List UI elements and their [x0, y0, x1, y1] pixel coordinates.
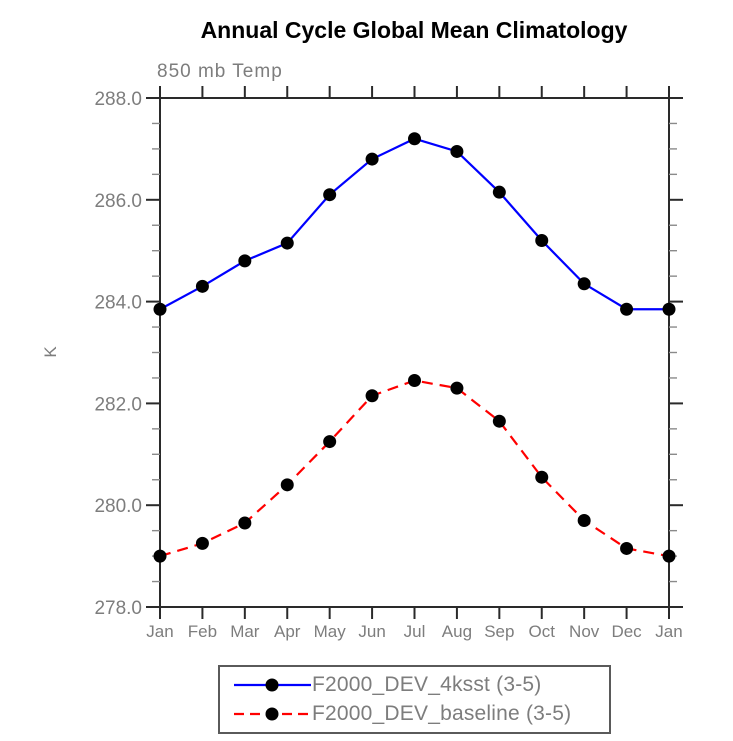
data-point-marker: [408, 373, 421, 387]
data-point-marker: [195, 536, 209, 550]
data-point-marker: [153, 302, 167, 316]
y-axis-title: K: [41, 346, 60, 358]
data-point-marker: [662, 302, 676, 316]
x-tick-label: Apr: [274, 622, 301, 641]
y-tick-label: 286.0: [94, 191, 142, 212]
data-point-marker: [153, 549, 167, 563]
legend-marker-dot: [265, 707, 279, 721]
data-point-marker: [238, 254, 252, 268]
data-point-marker: [195, 279, 209, 293]
x-tick-label: Jul: [404, 622, 426, 641]
series-line-0: [159, 137, 669, 311]
data-point-marker: [620, 541, 634, 555]
legend-sample-red-dashed-line: [234, 707, 311, 721]
legend-box: F2000_DEV_4ksst (3-5) F2000_DEV_baseline…: [218, 665, 611, 734]
data-point-marker: [535, 470, 549, 484]
legend-label-baseline: F2000_DEV_baseline (3-5): [312, 702, 572, 726]
data-point-marker: [662, 549, 676, 563]
x-tick-label: Jan: [146, 622, 173, 641]
plot-area: 850 mb Temp K 288.0 286.0 284.0 282.0 280.0 278…: [41, 61, 683, 641]
data-point-marker: [450, 381, 464, 395]
data-point-marker: [280, 236, 294, 250]
data-point-marker: [535, 234, 549, 248]
y-tick-label: 278.0: [94, 598, 142, 619]
data-point-marker: [365, 152, 379, 166]
data-point-marker: [408, 132, 421, 146]
chart-title: Annual Cycle Global Mean Climatology: [200, 17, 628, 43]
data-point-marker: [492, 185, 506, 199]
data-point-marker: [492, 414, 506, 428]
legend-marker-dot: [265, 678, 279, 692]
x-tick-label: Dec: [611, 622, 642, 641]
x-tick-label: Feb: [188, 622, 217, 641]
series-line-1: [159, 379, 670, 558]
data-point-marker: [577, 277, 591, 291]
legend-sample-blue-solid-line: [234, 678, 311, 692]
x-tick-label: Jan: [655, 622, 682, 641]
x-tick-label: Mar: [230, 622, 260, 641]
y-tick-label: 280.0: [94, 496, 142, 517]
y-tick-label: 288.0: [94, 89, 142, 110]
y-tick-label: 284.0: [94, 293, 142, 314]
legend-item-baseline: F2000_DEV_baseline (3-5): [233, 702, 609, 726]
data-point-marker: [620, 302, 634, 316]
chart-subtitle: 850 mb Temp: [157, 61, 283, 82]
data-point-marker: [577, 513, 591, 527]
x-tick-label: Aug: [442, 622, 472, 641]
x-tick-label: May: [314, 622, 347, 641]
x-tick-label: Nov: [569, 622, 600, 641]
data-point-marker: [450, 144, 464, 158]
legend-item-4ksst: F2000_DEV_4ksst (3-5): [233, 673, 609, 697]
x-tick-label: Oct: [529, 622, 556, 641]
data-point-marker: [323, 188, 337, 202]
y-tick-label: 282.0: [94, 394, 142, 415]
data-point-marker: [280, 478, 294, 492]
data-point-marker: [323, 435, 337, 449]
x-tick-label: Jun: [358, 622, 385, 641]
data-point-marker: [365, 389, 379, 403]
data-point-marker: [238, 516, 252, 530]
legend-label-4ksst: F2000_DEV_4ksst (3-5): [312, 672, 542, 696]
x-tick-label: Sep: [484, 622, 514, 641]
